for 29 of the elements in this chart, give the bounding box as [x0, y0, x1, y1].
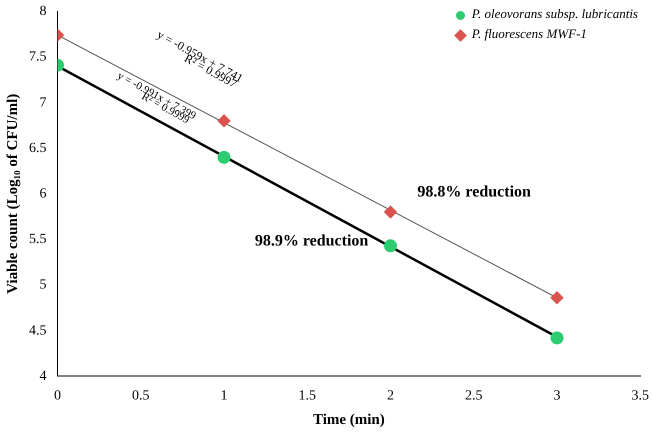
point	[550, 291, 564, 304]
x-tick-label: 0.5	[132, 388, 150, 404]
legend-label: P. oleovorans subsp. lubricantis	[470, 5, 638, 23]
x-tick-label: 1	[220, 388, 228, 404]
point	[218, 150, 230, 164]
y-tick-label: 8	[40, 4, 46, 20]
y-tick-label: 4	[40, 368, 46, 384]
x-axis-title: Time (min)	[312, 412, 385, 428]
annotation: 98.8% reduction	[417, 183, 532, 200]
y-tick-label: 7	[40, 95, 46, 110]
point	[218, 114, 230, 128]
y-tick-label: 6	[40, 186, 46, 202]
x-tick-label: 2	[387, 388, 394, 404]
point	[384, 206, 397, 219]
y-tick-label: 6.5	[29, 140, 46, 156]
annotation: 98.9% reduction	[254, 232, 368, 250]
x-tick-label: 3.5	[632, 388, 649, 404]
legend-label: P. fluorescens MWF-1	[470, 25, 588, 43]
y-tick-label: 5.5	[29, 232, 46, 248]
y-tick-label: 7.5	[29, 50, 46, 65]
y-tick-label: 5	[40, 278, 46, 293]
point	[384, 239, 397, 252]
x-tick-label: 1.5	[298, 388, 316, 404]
y-tick-label: 4.5	[29, 323, 46, 338]
x-tick-label: 3	[554, 388, 560, 404]
x-tick-label: 0	[54, 388, 61, 404]
point	[550, 331, 564, 344]
x-tick-label: 2.5	[465, 388, 482, 404]
y-axis-title: Viable count (Log₁₀ of CFU/ml)	[4, 94, 21, 294]
